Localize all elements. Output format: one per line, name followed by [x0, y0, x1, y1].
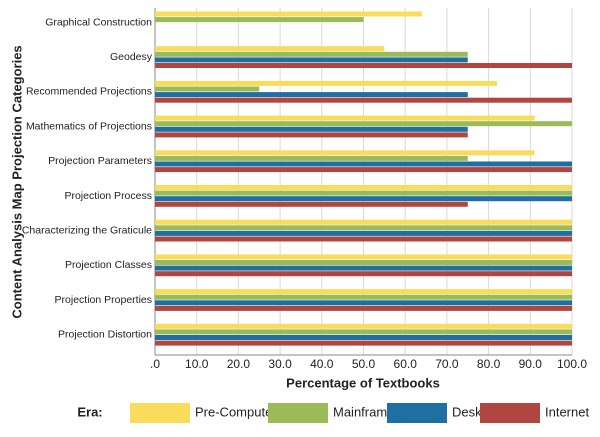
legend-label: Mainframe — [333, 404, 394, 419]
bar — [155, 161, 572, 167]
y-tick-label: Projection Distortion — [58, 329, 152, 341]
bar — [155, 11, 422, 17]
y-tick-label: Geodesy — [110, 51, 153, 63]
bar — [155, 254, 572, 260]
y-tick-label: Projection Properties — [55, 294, 152, 306]
x-tick-label: 10.0 — [185, 357, 209, 371]
bar — [155, 289, 572, 295]
bar — [155, 150, 535, 156]
legend-swatch — [480, 403, 540, 423]
legend-label: Internet — [545, 404, 589, 419]
legend-label: Pre-Computer — [195, 404, 277, 419]
bar — [155, 225, 572, 231]
bar — [155, 323, 572, 329]
bar — [155, 167, 572, 173]
bar — [155, 300, 572, 306]
x-axis-title: Percentage of Textbooks — [286, 375, 440, 390]
bar — [155, 63, 572, 68]
bar — [155, 92, 468, 98]
x-tick-label: 60.0 — [394, 357, 418, 371]
bar — [155, 97, 572, 103]
bar — [155, 121, 572, 127]
x-tick-label: 30.0 — [268, 357, 292, 371]
bar — [155, 17, 364, 23]
y-tick-label: Characterizing the Graticule — [22, 224, 152, 236]
x-tick-label: .0 — [150, 357, 160, 371]
x-tick-label: 90.0 — [519, 357, 543, 371]
legend-title: Era: — [77, 404, 102, 419]
bar — [155, 57, 468, 63]
y-tick-label: Projection Process — [64, 190, 152, 202]
bar — [155, 115, 535, 121]
legend-swatch — [268, 403, 328, 423]
bar — [155, 260, 572, 265]
y-tick-label: Mathematics of Projections — [26, 120, 152, 132]
x-tick-label: 100.0 — [557, 357, 587, 371]
bar — [155, 236, 572, 242]
bar — [155, 340, 572, 346]
bar — [155, 185, 572, 190]
bar — [155, 230, 572, 236]
x-tick-label: 80.0 — [477, 357, 501, 371]
y-tick-label: Graphical Construction — [45, 16, 152, 28]
bar — [155, 305, 572, 311]
bar — [155, 86, 260, 92]
bar — [155, 190, 572, 196]
y-tick-label: Projection Parameters — [48, 155, 152, 167]
bar — [155, 219, 572, 225]
bar — [155, 294, 572, 300]
x-tick-label: 40.0 — [310, 357, 334, 371]
bar — [155, 80, 497, 86]
bar — [155, 335, 572, 340]
bar — [155, 271, 572, 277]
bar — [155, 46, 385, 52]
bar — [155, 265, 572, 271]
y-tick-label: Projection Classes — [65, 259, 152, 271]
bar — [155, 201, 468, 207]
bar — [155, 51, 468, 57]
bar — [155, 126, 468, 132]
legend-swatch — [130, 403, 190, 423]
x-tick-label: 70.0 — [435, 357, 459, 371]
legend-swatch — [387, 403, 447, 423]
bar — [155, 329, 572, 335]
x-tick-label: 50.0 — [352, 357, 376, 371]
x-tick-label: 20.0 — [227, 357, 251, 371]
bar — [155, 155, 468, 161]
y-axis-title: Content Analysis Map Projection Categori… — [9, 45, 24, 318]
bar — [155, 132, 468, 138]
y-tick-label: Recommended Projections — [26, 86, 152, 98]
bar — [155, 196, 572, 202]
